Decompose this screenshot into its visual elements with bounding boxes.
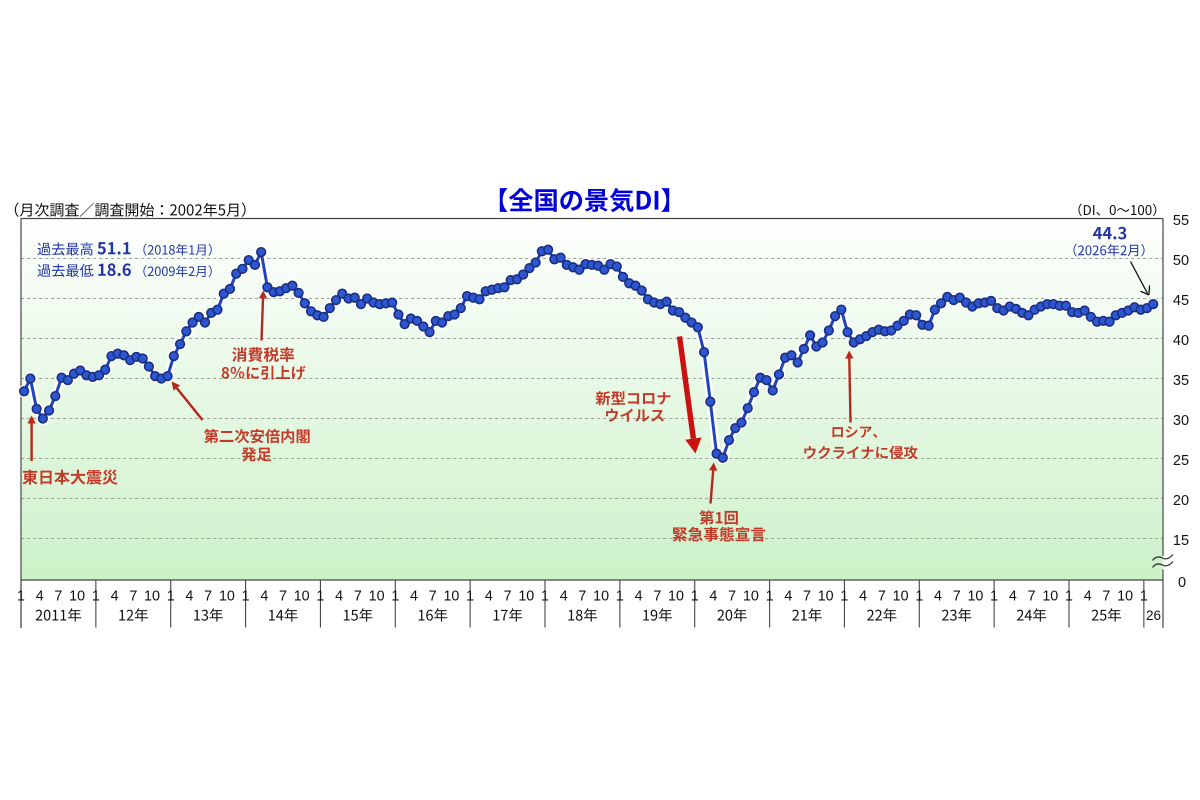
svg-text:4: 4 xyxy=(784,588,792,604)
svg-text:7: 7 xyxy=(429,588,437,604)
svg-text:40: 40 xyxy=(1173,333,1189,349)
svg-text:10: 10 xyxy=(1117,588,1133,604)
svg-text:1: 1 xyxy=(616,588,624,604)
svg-text:1: 1 xyxy=(1140,588,1148,604)
svg-text:1: 1 xyxy=(242,588,250,604)
svg-text:1: 1 xyxy=(840,588,848,604)
svg-text:10: 10 xyxy=(743,588,759,604)
svg-text:7: 7 xyxy=(204,588,212,604)
svg-text:10: 10 xyxy=(294,588,310,604)
svg-text:1: 1 xyxy=(990,588,998,604)
svg-text:1: 1 xyxy=(766,588,774,604)
svg-text:4: 4 xyxy=(934,588,942,604)
svg-text:50: 50 xyxy=(1173,253,1189,269)
svg-text:7: 7 xyxy=(354,588,362,604)
svg-text:1: 1 xyxy=(17,588,25,604)
svg-text:7: 7 xyxy=(578,588,586,604)
svg-text:4: 4 xyxy=(485,588,493,604)
svg-text:0: 0 xyxy=(1178,575,1186,591)
svg-text:4: 4 xyxy=(859,588,867,604)
svg-text:10: 10 xyxy=(967,588,983,604)
svg-text:7: 7 xyxy=(653,588,661,604)
svg-text:4: 4 xyxy=(635,588,643,604)
svg-text:4: 4 xyxy=(1009,588,1017,604)
svg-text:10: 10 xyxy=(893,588,909,604)
svg-text:45: 45 xyxy=(1173,293,1189,309)
svg-text:4: 4 xyxy=(560,588,568,604)
svg-text:10: 10 xyxy=(443,588,459,604)
svg-text:10: 10 xyxy=(518,588,534,604)
svg-text:10: 10 xyxy=(219,588,235,604)
svg-text:15: 15 xyxy=(1173,533,1189,549)
svg-text:7: 7 xyxy=(728,588,736,604)
svg-text:10: 10 xyxy=(369,588,385,604)
svg-text:26: 26 xyxy=(1146,608,1161,623)
svg-text:7: 7 xyxy=(504,588,512,604)
svg-text:7: 7 xyxy=(953,588,961,604)
svg-text:4: 4 xyxy=(1084,588,1092,604)
svg-text:4: 4 xyxy=(410,588,418,604)
svg-text:1: 1 xyxy=(92,588,100,604)
svg-text:25: 25 xyxy=(1173,453,1189,469)
svg-text:1: 1 xyxy=(1065,588,1073,604)
svg-text:7: 7 xyxy=(279,588,287,604)
svg-text:7: 7 xyxy=(54,588,62,604)
svg-text:4: 4 xyxy=(260,588,268,604)
svg-text:10: 10 xyxy=(593,588,609,604)
svg-text:10: 10 xyxy=(668,588,684,604)
svg-text:1: 1 xyxy=(167,588,175,604)
svg-text:7: 7 xyxy=(803,588,811,604)
svg-text:10: 10 xyxy=(69,588,85,604)
svg-text:1: 1 xyxy=(915,588,923,604)
svg-text:4: 4 xyxy=(709,588,717,604)
svg-text:7: 7 xyxy=(1102,588,1110,604)
svg-text:55: 55 xyxy=(1173,213,1189,229)
svg-text:1: 1 xyxy=(466,588,474,604)
svg-text:1: 1 xyxy=(541,588,549,604)
svg-text:30: 30 xyxy=(1173,413,1189,429)
svg-text:1: 1 xyxy=(316,588,324,604)
svg-text:35: 35 xyxy=(1173,373,1189,389)
svg-text:4: 4 xyxy=(185,588,193,604)
svg-text:10: 10 xyxy=(144,588,160,604)
svg-text:7: 7 xyxy=(878,588,886,604)
svg-text:10: 10 xyxy=(818,588,834,604)
svg-text:1: 1 xyxy=(391,588,399,604)
svg-text:20: 20 xyxy=(1173,493,1189,509)
svg-text:7: 7 xyxy=(1028,588,1036,604)
svg-text:4: 4 xyxy=(335,588,343,604)
svg-text:7: 7 xyxy=(129,588,137,604)
svg-text:10: 10 xyxy=(1042,588,1058,604)
svg-text:4: 4 xyxy=(111,588,119,604)
svg-text:4: 4 xyxy=(36,588,44,604)
svg-text:1: 1 xyxy=(691,588,699,604)
